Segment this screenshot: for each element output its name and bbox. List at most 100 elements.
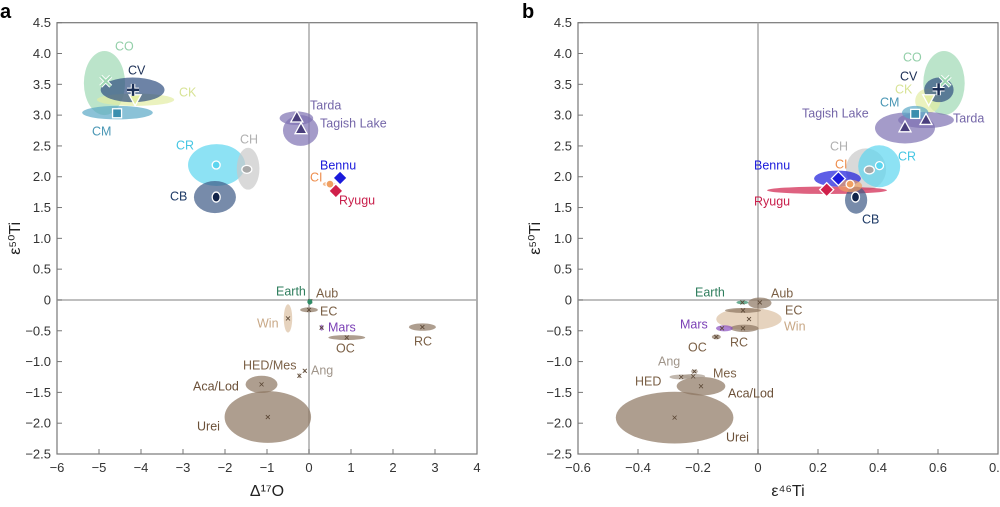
y-tick-label: 0.5 [554, 262, 572, 277]
y-tick-label: −2.5 [25, 447, 51, 462]
marker-tarda [289, 109, 304, 123]
marker-win [285, 316, 291, 321]
label-ryugu: Ryugu [339, 194, 375, 208]
y-tick-label: 2.5 [554, 138, 572, 153]
marker-co [939, 75, 951, 87]
marker-ryugu [818, 181, 835, 198]
y-tick-label: 3.0 [33, 108, 51, 123]
y-axis-label: ε⁵⁰Ti [7, 222, 24, 255]
marker-tagish-lake [897, 119, 913, 133]
label-cr: CR [898, 150, 916, 164]
x-tick-label: −2 [218, 460, 233, 475]
label-ci: CI [835, 158, 848, 172]
marker-rc [740, 326, 746, 331]
label-tarda: Tarda [310, 99, 341, 113]
label-bennu: Bennu [754, 159, 790, 173]
marker-cr [874, 160, 885, 171]
x-axis-label: Δ¹⁷O [250, 483, 284, 500]
label-ck: CK [895, 83, 913, 97]
y-tick-label: 1.5 [554, 200, 572, 215]
marker-cm [910, 108, 921, 120]
label-ch: CH [240, 133, 258, 147]
marker-tarda [918, 112, 934, 126]
marker-cb [850, 191, 861, 203]
label-aub: Aub [316, 287, 338, 301]
y-tick-label: 4.5 [33, 15, 51, 30]
label-aub: Aub [771, 287, 793, 301]
x-tick-label: 0.2 [809, 460, 827, 475]
marker-ch [863, 165, 875, 175]
marker-rc [420, 324, 425, 330]
label-co: CO [115, 40, 134, 54]
marker-ck [921, 94, 936, 108]
label-cb: CB [170, 190, 187, 204]
y-tick-label: −1.0 [546, 354, 572, 369]
marker-aub [757, 300, 763, 305]
label-urei: Urei [197, 420, 220, 434]
label-aca-lod: Aca/Lod [193, 380, 239, 394]
panel-label: a [0, 1, 12, 23]
x-tick-label: −6 [50, 460, 65, 475]
label-cr: CR [176, 139, 194, 153]
label-hed-mes: HED/Mes [243, 359, 296, 373]
marker-earth [307, 299, 313, 305]
x-tick-label: −0.6 [565, 460, 591, 475]
marker-aca-lod [698, 383, 704, 389]
label-oc: OC [336, 342, 355, 356]
marker-ang [692, 369, 697, 374]
label-win: Win [257, 317, 279, 331]
marker-ang [302, 368, 308, 374]
label-mars: Mars [328, 321, 356, 335]
marker-oc [714, 334, 719, 340]
label-ch: CH [830, 140, 848, 154]
marker-ci [325, 179, 335, 189]
marker-co [100, 75, 112, 87]
x-tick-label: 2 [389, 460, 396, 475]
y-tick-label: 4.5 [554, 15, 572, 30]
label-mes: Mes [713, 367, 737, 381]
label-rc: RC [414, 335, 432, 349]
ellipse-mars [716, 325, 733, 332]
label-urei: Urei [726, 431, 749, 445]
x-tick-label: −5 [92, 460, 107, 475]
marker-ch [241, 164, 253, 174]
marker-urei [672, 415, 677, 420]
y-tick-label: −1.0 [25, 354, 51, 369]
marker-oc [344, 335, 350, 340]
marker-cb [211, 191, 221, 203]
label-ryugu: Ryugu [754, 195, 790, 209]
label-ang: Ang [658, 355, 680, 369]
marker-cv [127, 83, 140, 96]
label-tagish-lake: Tagish Lake [320, 117, 387, 131]
y-tick-label: −2.5 [546, 447, 572, 462]
label-hed: HED [635, 375, 661, 389]
x-tick-label: −3 [176, 460, 191, 475]
x-tick-label: 0.8 [989, 460, 1000, 475]
y-tick-label: 4.0 [33, 46, 51, 61]
marker-aca-lod [259, 382, 264, 387]
label-ec: EC [320, 305, 337, 319]
marker-hed [678, 374, 684, 380]
y-tick-label: 2.0 [554, 169, 572, 184]
y-tick-label: 3.0 [554, 108, 572, 123]
label-cm: CM [880, 96, 899, 110]
x-tick-label: −4 [134, 460, 149, 475]
marker-hed-mes [297, 373, 302, 379]
y-tick-label: 4.0 [554, 46, 572, 61]
x-tick-label: 4 [473, 460, 480, 475]
y-tick-label: −0.5 [546, 323, 572, 338]
marker-cr [211, 160, 221, 170]
marker-mars [319, 325, 324, 330]
y-tick-label: 2.0 [33, 169, 51, 184]
label-mars: Mars [680, 318, 708, 332]
y-tick-label: 1.0 [33, 231, 51, 246]
marker-ec [740, 308, 746, 313]
y-tick-label: −1.5 [25, 385, 51, 400]
y-tick-label: 0.5 [33, 262, 51, 277]
y-tick-label: 2.5 [33, 138, 51, 153]
panel-b: b −0.6 −0.4 −0.2 0 0.2 0.4 0.6 0.8 4.5 4.0 3.5 3.0 2.… [522, 1, 1000, 500]
label-cb: CB [862, 213, 879, 227]
marker-bennu [830, 170, 847, 187]
marker-cv [932, 83, 945, 96]
